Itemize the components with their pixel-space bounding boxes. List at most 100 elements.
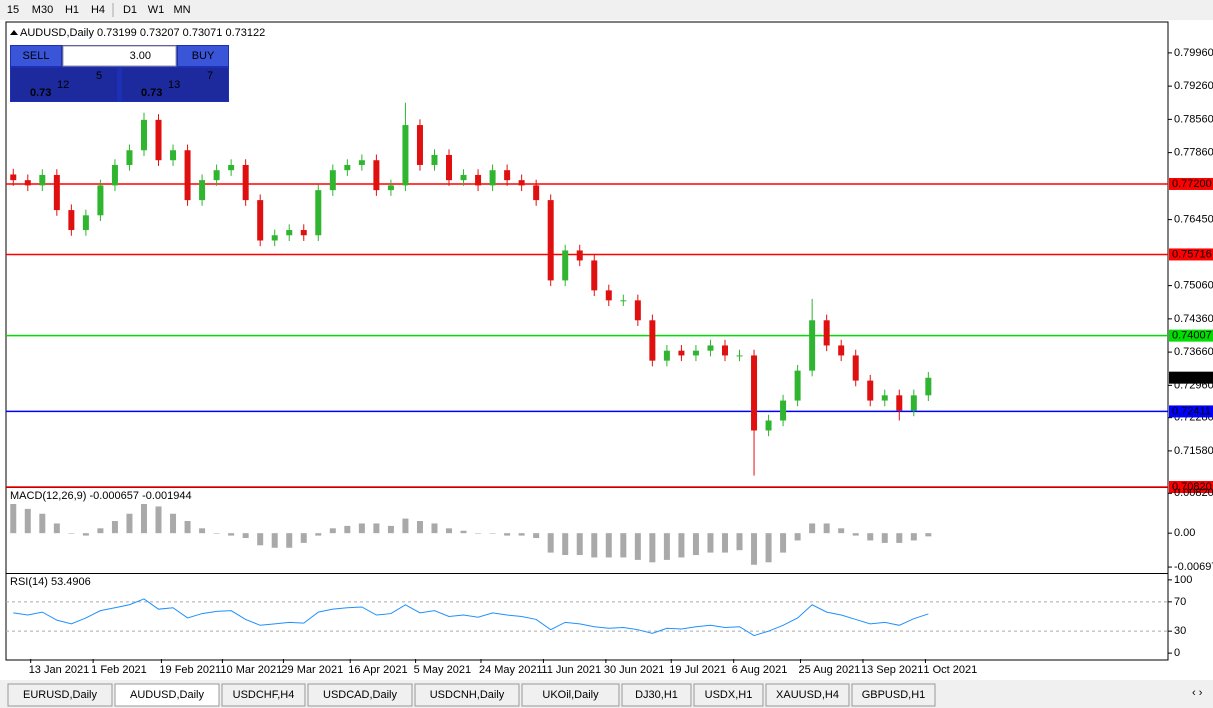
scroll-arrows[interactable]: ‹ › [1192,687,1203,699]
candle-body [140,119,147,151]
histogram-bar [82,533,89,536]
tab-label[interactable]: USDX,H1 [705,689,753,701]
buy-button[interactable] [178,46,228,66]
candle-body [736,355,743,357]
x-tick-label: 1 Feb 2021 [91,664,147,676]
timeframe-button[interactable]: MN [173,4,190,16]
sell-button[interactable] [11,46,61,66]
x-tick-label: 19 Feb 2021 [159,664,221,676]
price-big: 13 [168,79,180,91]
x-tick-label: 6 Aug 2021 [732,664,788,676]
candle-body [925,377,932,396]
tab[interactable] [521,683,620,707]
candle-body [881,395,888,401]
candle-body [344,164,351,171]
histogram-bar [271,533,278,548]
tab[interactable] [114,683,220,707]
price-label: 0.73122 [1172,372,1212,384]
candle-body [809,320,816,371]
price-prefix: 0.73 [30,87,51,99]
candle-body [213,170,220,181]
histogram-bar [111,521,118,534]
tab-label[interactable]: USDCAD,Daily [323,689,397,701]
histogram-bar [562,533,569,556]
tab-label[interactable]: EURUSD,Daily [23,689,97,701]
candle-body [751,355,758,431]
y-tick-label: 0.71580 [1174,445,1213,457]
histogram-bar [533,533,540,539]
x-tick-label: 5 May 2021 [414,664,471,676]
histogram-bar [329,528,336,534]
volume-value[interactable]: 3.00 [130,50,151,62]
histogram-bar [794,533,801,541]
sell-label[interactable]: SELL [23,50,50,62]
histogram-bar [213,533,220,534]
price-box[interactable] [122,68,228,101]
timeframe-button[interactable]: 15 [7,4,19,16]
tab-label[interactable]: XAUUSD,H4 [776,689,839,701]
tab[interactable] [7,683,113,707]
tab[interactable] [693,683,764,707]
indicator-title: RSI(14) 53.4906 [10,576,91,588]
histogram-bar [765,533,772,563]
histogram-bar [504,533,511,536]
candle-body [82,215,89,231]
histogram-bar [286,533,293,548]
histogram-bar [199,528,206,534]
candle-body [257,200,264,241]
tab[interactable] [851,683,936,707]
tab[interactable] [221,683,306,707]
histogram-bar [24,508,31,534]
candle-body [300,230,307,236]
histogram-bar [155,506,162,534]
tab[interactable] [621,683,692,707]
histogram-bar [126,513,133,534]
histogram-bar [315,533,322,536]
volume-input[interactable] [62,45,177,67]
histogram-bar [838,528,845,534]
candle-body [852,355,859,381]
price-box[interactable] [11,68,117,101]
timeframe-button[interactable]: H1 [65,4,79,16]
timeframe-button[interactable]: H4 [91,4,105,16]
candle-body [707,345,714,351]
histogram-bar [373,523,380,534]
candle-body [402,125,409,186]
x-tick-label: 30 Jun 2021 [604,664,665,676]
tab-label[interactable]: DJ30,H1 [635,689,678,701]
histogram-bar [10,504,17,534]
x-tick-label: 13 Jan 2021 [29,664,90,676]
histogram-bar [809,523,816,534]
tab[interactable] [414,683,520,707]
price-prefix: 0.73 [141,87,162,99]
y-tick-label: -0.006979 [1174,561,1213,573]
histogram-bar [39,513,46,534]
buy-label[interactable]: BUY [192,50,215,62]
candle-body [910,395,917,411]
indicator-title: MACD(12,26,9) -0.000657 -0.001944 [10,490,192,502]
tab[interactable] [765,683,850,707]
histogram-bar [591,533,598,558]
histogram-bar [475,533,482,534]
candle-body [489,170,496,186]
candle-body [53,174,60,211]
histogram-bar [605,533,612,558]
tab[interactable] [307,683,413,707]
timeframe-button[interactable]: W1 [148,4,165,16]
level-label: 0.75716 [1172,248,1212,260]
timeframe-button[interactable]: D1 [123,4,137,16]
histogram-bar [576,533,583,556]
candle-body [271,235,278,241]
level-tag [1169,405,1213,418]
tab-label[interactable]: GBPUSD,H1 [862,689,926,701]
histogram-bar [881,533,888,543]
candle-body [228,164,235,171]
tab-label[interactable]: UKOil,Daily [542,689,599,701]
timeframe-button[interactable]: M30 [32,4,53,16]
tab-label[interactable]: USDCHF,H4 [233,689,295,701]
candle-body [10,174,17,181]
x-tick-label: 19 Jul 2021 [669,664,726,676]
tab-label[interactable]: AUDUSD,Daily [130,689,204,701]
level-label: 0.77200 [1172,178,1212,190]
tab-label[interactable]: USDCNH,Daily [430,689,505,701]
